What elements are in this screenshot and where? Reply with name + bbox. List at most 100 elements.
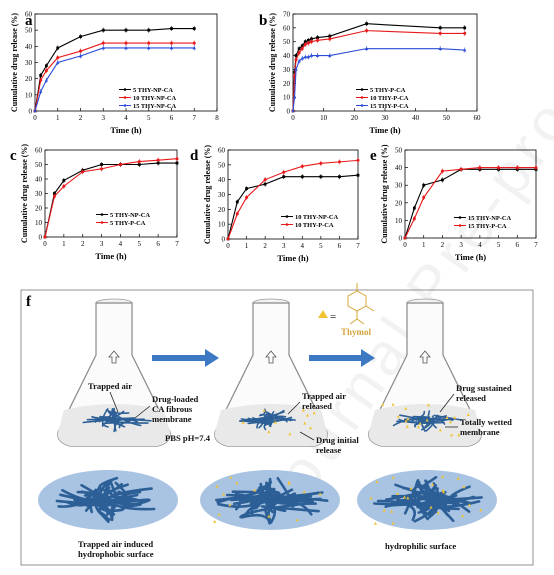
data-point [62,179,66,182]
x-tick-label: 6 [170,114,174,122]
data-point [412,217,416,221]
label-drug-initial: Drug initial [316,435,359,445]
y-tick-label: 50 [395,147,403,155]
drug-drop [229,475,233,479]
data-point [441,178,444,182]
drug-drop [375,480,379,483]
data-point [101,46,105,50]
data-point [319,161,323,165]
y-tick-label: 30 [283,66,291,74]
data-point [33,109,37,113]
data-point [39,74,43,77]
fiber-strand [99,411,112,418]
surface-fibers-3 [369,475,483,525]
flask-2 [214,298,328,447]
data-point [438,46,442,50]
data-point [44,78,49,82]
legend-entry: 10 THY-NP-CA [295,214,339,221]
data-point [175,161,179,165]
drug-drop [448,420,452,424]
x-tick-label: 0 [291,114,295,122]
data-point [56,56,60,60]
x-tick-label: 4 [301,242,305,250]
data-point [294,58,298,62]
y-tick-label: 20 [395,199,403,207]
y-tick-label: 50 [35,161,43,169]
chart-e: e 0 1 2 3 4 5 6 7 0 10 20 30 40 50 Time (h) Cumulative d… [370,144,538,262]
y-tick-label: 60 [283,24,291,32]
fiber-strand [239,417,279,422]
data-point [79,49,82,53]
x-tick-label: 4 [119,240,123,248]
series-line [227,174,359,240]
fiber-strand [435,496,471,513]
legend-marker [458,216,462,219]
x-tick-label: 1 [422,241,426,249]
data-point [310,37,313,41]
legend-entry: 10 THY-P-CA [295,222,334,229]
data-point [365,29,369,33]
legend-marker [123,104,127,107]
data-point [315,53,320,57]
data-point [300,164,304,168]
legend-marker [123,88,127,91]
y-tick-label: 0 [287,108,291,116]
fiber-strand [432,491,483,501]
fiber-strand [86,417,135,421]
data-point [306,41,310,45]
panel-letter: c [10,148,17,164]
legend-marker [100,213,104,216]
data-point [534,166,538,170]
x-axis-label: Time (h) [369,125,400,135]
diagram-f: f = [20,283,534,566]
drug-drop [450,433,454,437]
legend-marker [285,215,289,218]
data-point [306,55,311,59]
x-tick-label: 5 [319,242,323,250]
drug-drop [396,492,399,495]
data-point [38,89,43,93]
data-point [39,78,43,82]
x-tick-label: 7 [534,241,538,249]
drug-drop [405,424,409,428]
y-tick-label: 60 [25,11,33,19]
x-tick-label: 20 [351,114,359,122]
drug-drop [417,425,420,429]
drug-drop [445,416,449,419]
data-point [356,173,360,177]
legend-entry: 15 THY-NP-CA [133,103,177,110]
data-point [291,109,295,113]
process-arrow-2 [309,349,375,367]
drug-drop [295,518,299,522]
legend-marker [360,96,364,99]
y-tick-label: 20 [35,205,43,213]
label-sustained-2: released [456,393,486,403]
data-point [463,26,467,30]
x-tick-label: 0 [33,114,37,122]
drug-drop [406,496,410,500]
data-point [294,67,298,71]
series-line [34,27,195,112]
y-tick-label: 40 [35,176,43,184]
x-tick-label: 3 [100,240,104,248]
drug-drop [391,521,395,525]
x-axis-label: Time (h) [110,125,141,135]
fiber-strand [225,493,277,524]
data-point [440,169,444,173]
x-axis-label: Time (h) [455,252,486,262]
y-tick-label: 10 [283,94,291,102]
data-point [459,167,463,171]
fiber-strand [111,408,130,415]
x-tick-label: 60 [474,114,482,122]
drug-drop [390,509,394,513]
fiber-strand [105,409,116,418]
fiber-strand [373,496,417,506]
x-tick-label: 7 [356,242,360,250]
data-point [300,175,304,179]
drug-drop [381,402,385,406]
fiber-strand [76,490,107,507]
data-point [52,194,56,198]
drug-drop [303,421,307,425]
data-point [44,69,48,73]
fiber-strand [412,415,430,422]
